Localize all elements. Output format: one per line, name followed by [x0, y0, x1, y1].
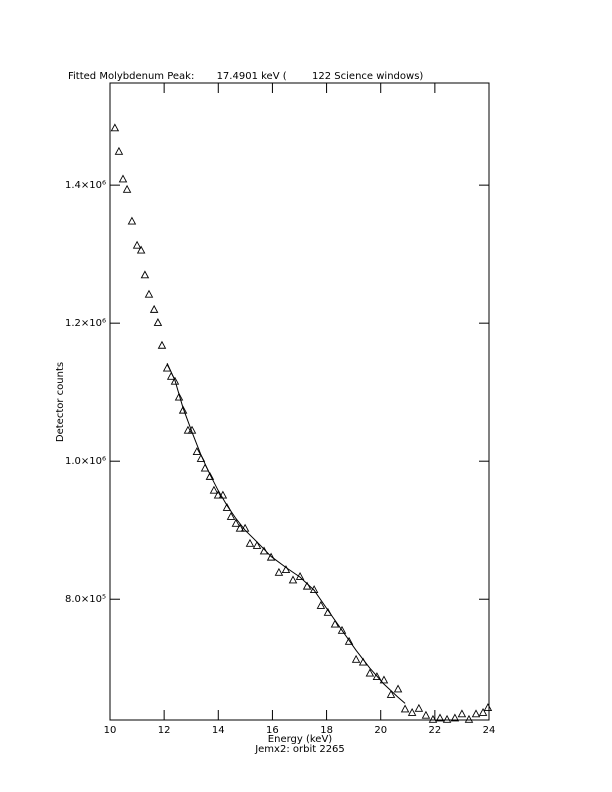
y-tick-label: 8.0×10⁵	[65, 594, 106, 605]
data-point	[421, 710, 431, 719]
data-point	[178, 405, 188, 414]
data-point	[170, 376, 180, 385]
plot-frame	[109, 82, 490, 721]
data-point	[365, 668, 375, 677]
data-point	[209, 485, 219, 494]
data-point	[393, 684, 403, 693]
data-point	[192, 447, 202, 455]
data-point	[235, 523, 245, 532]
data-point	[266, 552, 276, 561]
x-tick-label: 16	[266, 725, 279, 736]
data-point	[140, 270, 150, 279]
data-point	[471, 709, 481, 718]
data-point	[110, 123, 120, 132]
data-point	[183, 425, 193, 434]
data-point	[136, 245, 146, 254]
data-point	[309, 585, 319, 594]
data-point	[379, 675, 389, 684]
y-tick-label: 1.2×10⁶	[65, 318, 106, 329]
x-tick-label: 22	[428, 725, 441, 736]
data-point	[157, 340, 167, 349]
data-point	[127, 216, 137, 225]
data-point	[483, 703, 493, 712]
data-point	[450, 713, 460, 722]
x-tick-label: 14	[212, 725, 225, 736]
x-tick-label: 12	[158, 725, 171, 736]
data-point	[274, 567, 284, 576]
data-point	[337, 625, 347, 634]
data-point	[205, 471, 215, 480]
x-tick-label: 24	[483, 725, 496, 736]
data-point	[344, 636, 354, 645]
data-point	[435, 713, 445, 722]
data-point	[478, 707, 488, 716]
data-point	[132, 240, 142, 249]
data-point	[288, 575, 298, 584]
data-point	[400, 704, 410, 713]
data-point	[464, 714, 474, 723]
data-point	[316, 600, 326, 609]
data-point	[252, 540, 262, 549]
data-point	[351, 654, 361, 663]
data-point	[281, 565, 291, 573]
x-tick-label: 20	[374, 725, 387, 736]
data-point	[330, 619, 340, 628]
y-tick-label: 1.0×10⁶	[65, 456, 106, 467]
data-point	[442, 714, 452, 723]
data-point	[149, 304, 159, 313]
data-point	[144, 289, 154, 298]
data-point	[118, 174, 128, 183]
subtitle: Jemx2: orbit 2265	[254, 744, 345, 755]
data-point	[372, 672, 382, 680]
data-point	[386, 690, 396, 698]
chart-title: Fitted Molybdenum Peak: 17.4901 keV ( 12…	[68, 71, 423, 82]
data-point	[245, 538, 255, 547]
data-point	[457, 709, 467, 718]
data-point	[414, 703, 424, 712]
data-point	[122, 184, 132, 193]
data-point	[213, 490, 223, 499]
data-point	[407, 707, 417, 716]
y-tick-label: 1.4×10⁶	[65, 180, 106, 191]
x-tick-label: 18	[320, 725, 333, 736]
data-point	[153, 318, 163, 326]
data-point	[231, 518, 241, 527]
data-point	[174, 392, 184, 401]
x-axis-label: Energy (keV)	[268, 734, 333, 745]
y-axis-label: Detector counts	[55, 362, 66, 442]
data-point	[226, 511, 236, 520]
x-tick-label: 10	[104, 725, 117, 736]
fit-line	[166, 362, 406, 704]
data-point	[114, 146, 124, 155]
data-point	[428, 714, 438, 723]
